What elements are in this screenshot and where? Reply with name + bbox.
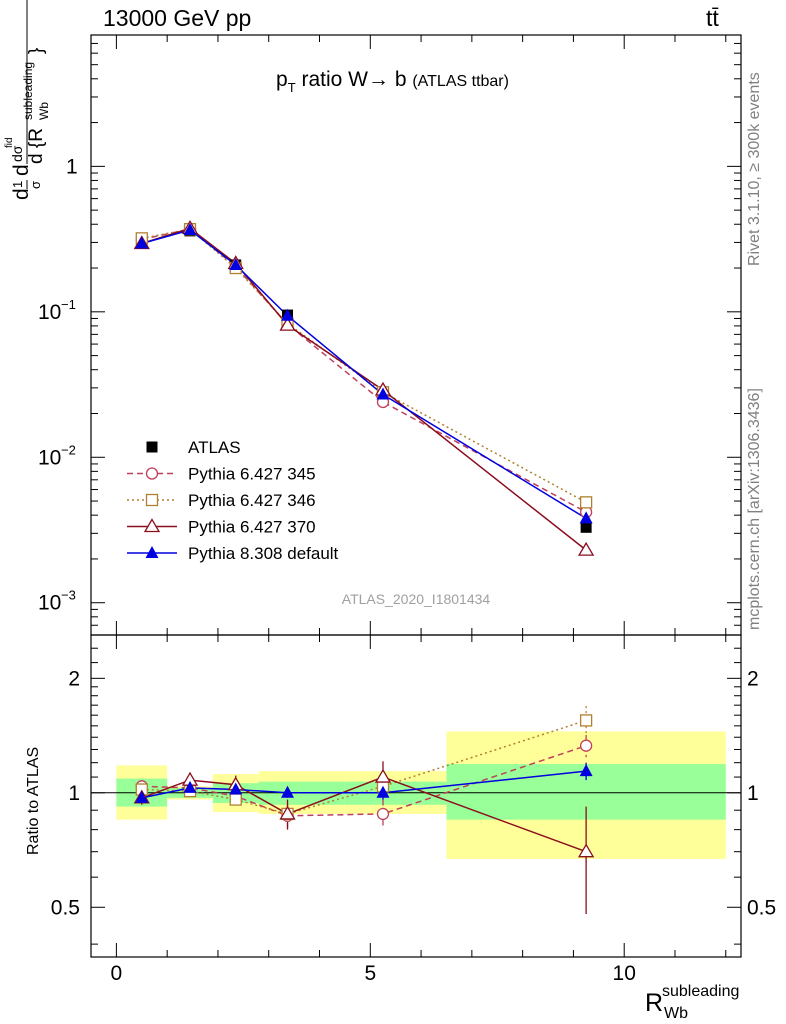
legend-marker [145,467,159,480]
main-data-point [229,257,243,270]
ratio-series-line [141,719,587,815]
main-data-point [135,236,149,249]
ratio-data-point [183,780,197,793]
main-series-line [141,228,587,503]
ratio-y-tick-label: 1 [68,782,80,805]
legend: ATLAS Pythia 6.427 345 Pythia 6.427 346 Pyt… [127,438,339,563]
main-series-group [133,220,595,556]
ratio-data-point [577,843,595,858]
main-data-point [580,521,592,533]
main-data-point [579,511,593,524]
ratio-data-point [579,739,593,752]
ratio-y-axis-label: Ratio to ATLAS [25,747,42,855]
y-tick-label: 10 [38,301,61,324]
main-series-line [141,229,587,520]
ratio-data-point [374,768,392,783]
ratio-y-tick-label: 0.5 [51,896,80,919]
svg-text:Wb: Wb [664,1005,688,1022]
legend-label: Pythia 8.308 default [188,544,339,563]
legend-label: Pythia 6.427 345 [188,465,316,484]
ratio-y-tick-label: 2 [68,667,80,690]
ratio-data-point [579,714,593,727]
ratio-data-point [279,805,296,820]
x-axis-label: R Wb subleading [645,983,739,1022]
y-tick-exponent: −2 [61,442,76,457]
svg-text:σ: σ [28,181,43,189]
main-data-point [376,387,390,400]
ratio-data-point [579,764,593,777]
main-data-point [281,308,295,321]
legend-marker [145,493,159,507]
header-left-label: 13000 GeV pp [103,5,252,31]
y-axis-label: d 1 σ d dσ fid d {R Wb subleading } [4,0,51,200]
ratio-uncertainty-bands [116,731,726,859]
svg-text:Wb: Wb [37,102,51,120]
x-tick-label: 0 [111,962,123,985]
header-right-label: tt̄ [706,5,719,31]
ratio-data-point [376,785,390,798]
ratio-y-tick-label-right: 0.5 [747,896,776,919]
main-data-point [579,496,593,509]
ratio-series-line [141,770,587,799]
chart-title: pT ratio W→ b (ATLAS ttbar) [276,68,509,95]
x-tick-label: 5 [364,962,376,985]
ratio-data-point [229,793,242,806]
svg-text:d {R: d {R [26,128,47,164]
svg-text:R: R [645,989,663,1017]
legend-label: Pythia 6.427 346 [188,491,316,510]
ratio-plot-frame [90,634,742,958]
legend-label: Pythia 6.427 370 [188,518,316,537]
legend-marker [143,518,161,533]
y-tick-label: 10 [38,446,61,469]
legend-marker [146,441,158,453]
legend-marker [145,546,159,558]
x-tick-label: 10 [613,962,636,985]
ratio-data-point [135,790,149,803]
main-series-line [141,227,587,551]
y-tick-exponent: −3 [61,588,76,603]
svg-text:d: d [10,188,33,200]
svg-text:fid: fid [4,137,15,148]
ratio-data-point [376,807,390,821]
y-tick-exponent: −1 [61,297,76,312]
ratio-y-tick-label-right: 1 [747,782,759,805]
y-tick-label: 10 [38,592,61,615]
main-data-point [279,316,296,331]
legend-label: ATLAS [188,438,241,457]
svg-text:subleading: subleading [662,983,739,1000]
svg-text:dσ: dσ [9,145,25,162]
ratio-data-point [229,782,243,795]
y-tick-label: 1 [66,155,78,178]
svg-text:d: d [10,164,33,176]
svg-text:subleading: subleading [21,62,35,120]
ratio-y-tick-label-right: 2 [747,667,759,690]
svg-text:1: 1 [10,181,25,188]
svg-text:}: } [26,48,47,54]
ratio-series-group [133,706,595,915]
ratio-data-point [281,785,295,798]
analysis-label: ATLAS_2020_I1801434 [342,591,491,607]
main-data-point [577,541,595,556]
main-data-point [183,223,197,236]
